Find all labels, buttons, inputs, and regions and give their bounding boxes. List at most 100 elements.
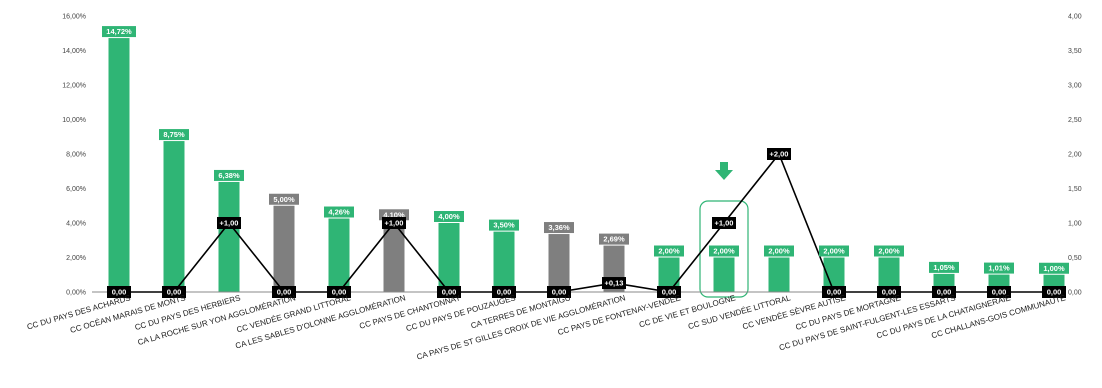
bar xyxy=(383,221,405,292)
bar-label-box xyxy=(709,245,739,257)
y-axis-right: 0,00 0,50 1,00 1,50 2,00 2,50 3,00 3,50 4,00 xyxy=(1068,14,1082,297)
bar-data-label: 3,36% xyxy=(548,223,570,232)
y-tick-label: 4,00% xyxy=(66,221,86,228)
line-label-box xyxy=(492,286,516,298)
line-data-label: +1,00 xyxy=(220,219,239,228)
bar-label-box xyxy=(1039,262,1069,274)
bar-label-box xyxy=(544,222,574,234)
y2-tick-label: 3,50 xyxy=(1068,48,1082,55)
line-data-label: 0,00 xyxy=(1047,288,1062,297)
y-tick-label: 10,00% xyxy=(62,117,86,124)
bar-label-box xyxy=(379,209,409,221)
line-data-label: 0,00 xyxy=(992,288,1007,297)
bar-label-box xyxy=(269,193,299,205)
bar-data-label: 8,75% xyxy=(163,130,185,139)
bar-label-box xyxy=(929,261,959,273)
line-label-box xyxy=(547,286,571,298)
line-label-box xyxy=(932,286,956,298)
bar-label-box xyxy=(324,206,354,218)
line-label-box xyxy=(987,286,1011,298)
bar-data-label: 4,10% xyxy=(383,210,405,219)
bar-label-box xyxy=(654,245,684,257)
line-data-label: +0,13 xyxy=(605,279,624,288)
y-axis-left: 0,00% 2,00% 4,00% 6,00% 8,00% 10,00% 12,00% 14,… xyxy=(62,14,86,297)
line-data-label: 0,00 xyxy=(937,288,952,297)
bar-data-label: 3,50% xyxy=(493,221,515,230)
y-tick-label: 16,00% xyxy=(62,14,86,21)
line-label-box xyxy=(657,286,681,298)
y2-tick-label: 2,00 xyxy=(1068,152,1082,159)
line-label-box xyxy=(712,217,736,229)
line-label-box xyxy=(877,286,901,298)
bar-label-box xyxy=(819,245,849,257)
y2-tick-label: 4,00 xyxy=(1068,14,1082,21)
bar-data-label: 14,72% xyxy=(106,27,132,36)
bar-data-label: 5,00% xyxy=(273,195,295,204)
bar xyxy=(768,257,790,292)
bar-data-label: 1,05% xyxy=(933,263,955,272)
bar xyxy=(218,181,240,292)
y2-tick-label: 1,00 xyxy=(1068,221,1082,228)
bar-data-label: 2,00% xyxy=(713,247,735,256)
bar-label-box xyxy=(874,245,904,257)
bar-data-label: 4,00% xyxy=(438,212,460,221)
line-data-label: 0,00 xyxy=(882,288,897,297)
line-series xyxy=(119,153,1054,293)
line-data-label: 0,00 xyxy=(497,288,512,297)
bar xyxy=(438,223,460,292)
line-label-box xyxy=(327,286,351,298)
y2-tick-label: 2,50 xyxy=(1068,117,1082,124)
line-label-box xyxy=(382,217,406,229)
bar xyxy=(108,38,130,292)
highlight-box xyxy=(699,200,749,298)
line-label-box xyxy=(437,286,461,298)
bar xyxy=(878,257,900,292)
line-label-box xyxy=(1042,286,1066,298)
line-data-label: +1,00 xyxy=(385,219,404,228)
bar xyxy=(658,257,680,292)
bar-data-label: 2,00% xyxy=(658,247,680,256)
bar-data-label: 6,38% xyxy=(218,171,240,180)
bars xyxy=(108,38,1065,292)
line-data-label: 0,00 xyxy=(167,288,182,297)
bar xyxy=(163,141,185,292)
line-label-box xyxy=(767,148,791,160)
line-label-box xyxy=(272,286,296,298)
y-tick-label: 14,00% xyxy=(62,48,86,55)
bar-label-box xyxy=(764,245,794,257)
y-tick-label: 0,00% xyxy=(66,290,86,297)
line-data-label: +2,00 xyxy=(770,150,789,159)
line-label-box xyxy=(107,286,131,298)
bar-data-label: 4,26% xyxy=(328,208,350,217)
line-data-label: 0,00 xyxy=(442,288,457,297)
bar-label-box xyxy=(599,233,629,245)
y2-tick-label: 1,50 xyxy=(1068,186,1082,193)
line-data-label: 0,00 xyxy=(112,288,127,297)
bar xyxy=(823,257,845,292)
bar-label-box xyxy=(159,129,189,141)
series-line xyxy=(119,153,1054,293)
bar-label-box xyxy=(102,26,136,38)
line-data-label: 0,00 xyxy=(827,288,842,297)
bar xyxy=(328,218,350,292)
y-tick-label: 2,00% xyxy=(66,255,86,262)
y-tick-label: 8,00% xyxy=(66,152,86,159)
y-tick-label: 6,00% xyxy=(66,186,86,193)
bar xyxy=(548,234,570,292)
line-data-label: 0,00 xyxy=(552,288,567,297)
arrow-down-icon xyxy=(715,162,733,180)
bar-data-label: 2,69% xyxy=(603,235,625,244)
bar-label-box xyxy=(489,219,519,231)
line-data-label: +1,00 xyxy=(715,219,734,228)
y2-tick-label: 0,00 xyxy=(1068,290,1082,297)
bar-label-box xyxy=(214,169,244,181)
line-label-box xyxy=(602,277,626,290)
line-data-labels: 0,00 0,00 +1,00 0,00 0,00 +1,00 0,00 0,00 0,00 +0… xyxy=(107,148,1066,298)
line-label-box xyxy=(822,286,846,298)
line-data-label: 0,00 xyxy=(662,288,677,297)
bar-data-label: 1,01% xyxy=(988,264,1010,273)
highlight-layer xyxy=(699,162,749,298)
bar-data-labels: 14,72% 8,75% 6,38% 5,00% 4,26% 4,10% 4,00% 3,50… xyxy=(102,26,1069,274)
